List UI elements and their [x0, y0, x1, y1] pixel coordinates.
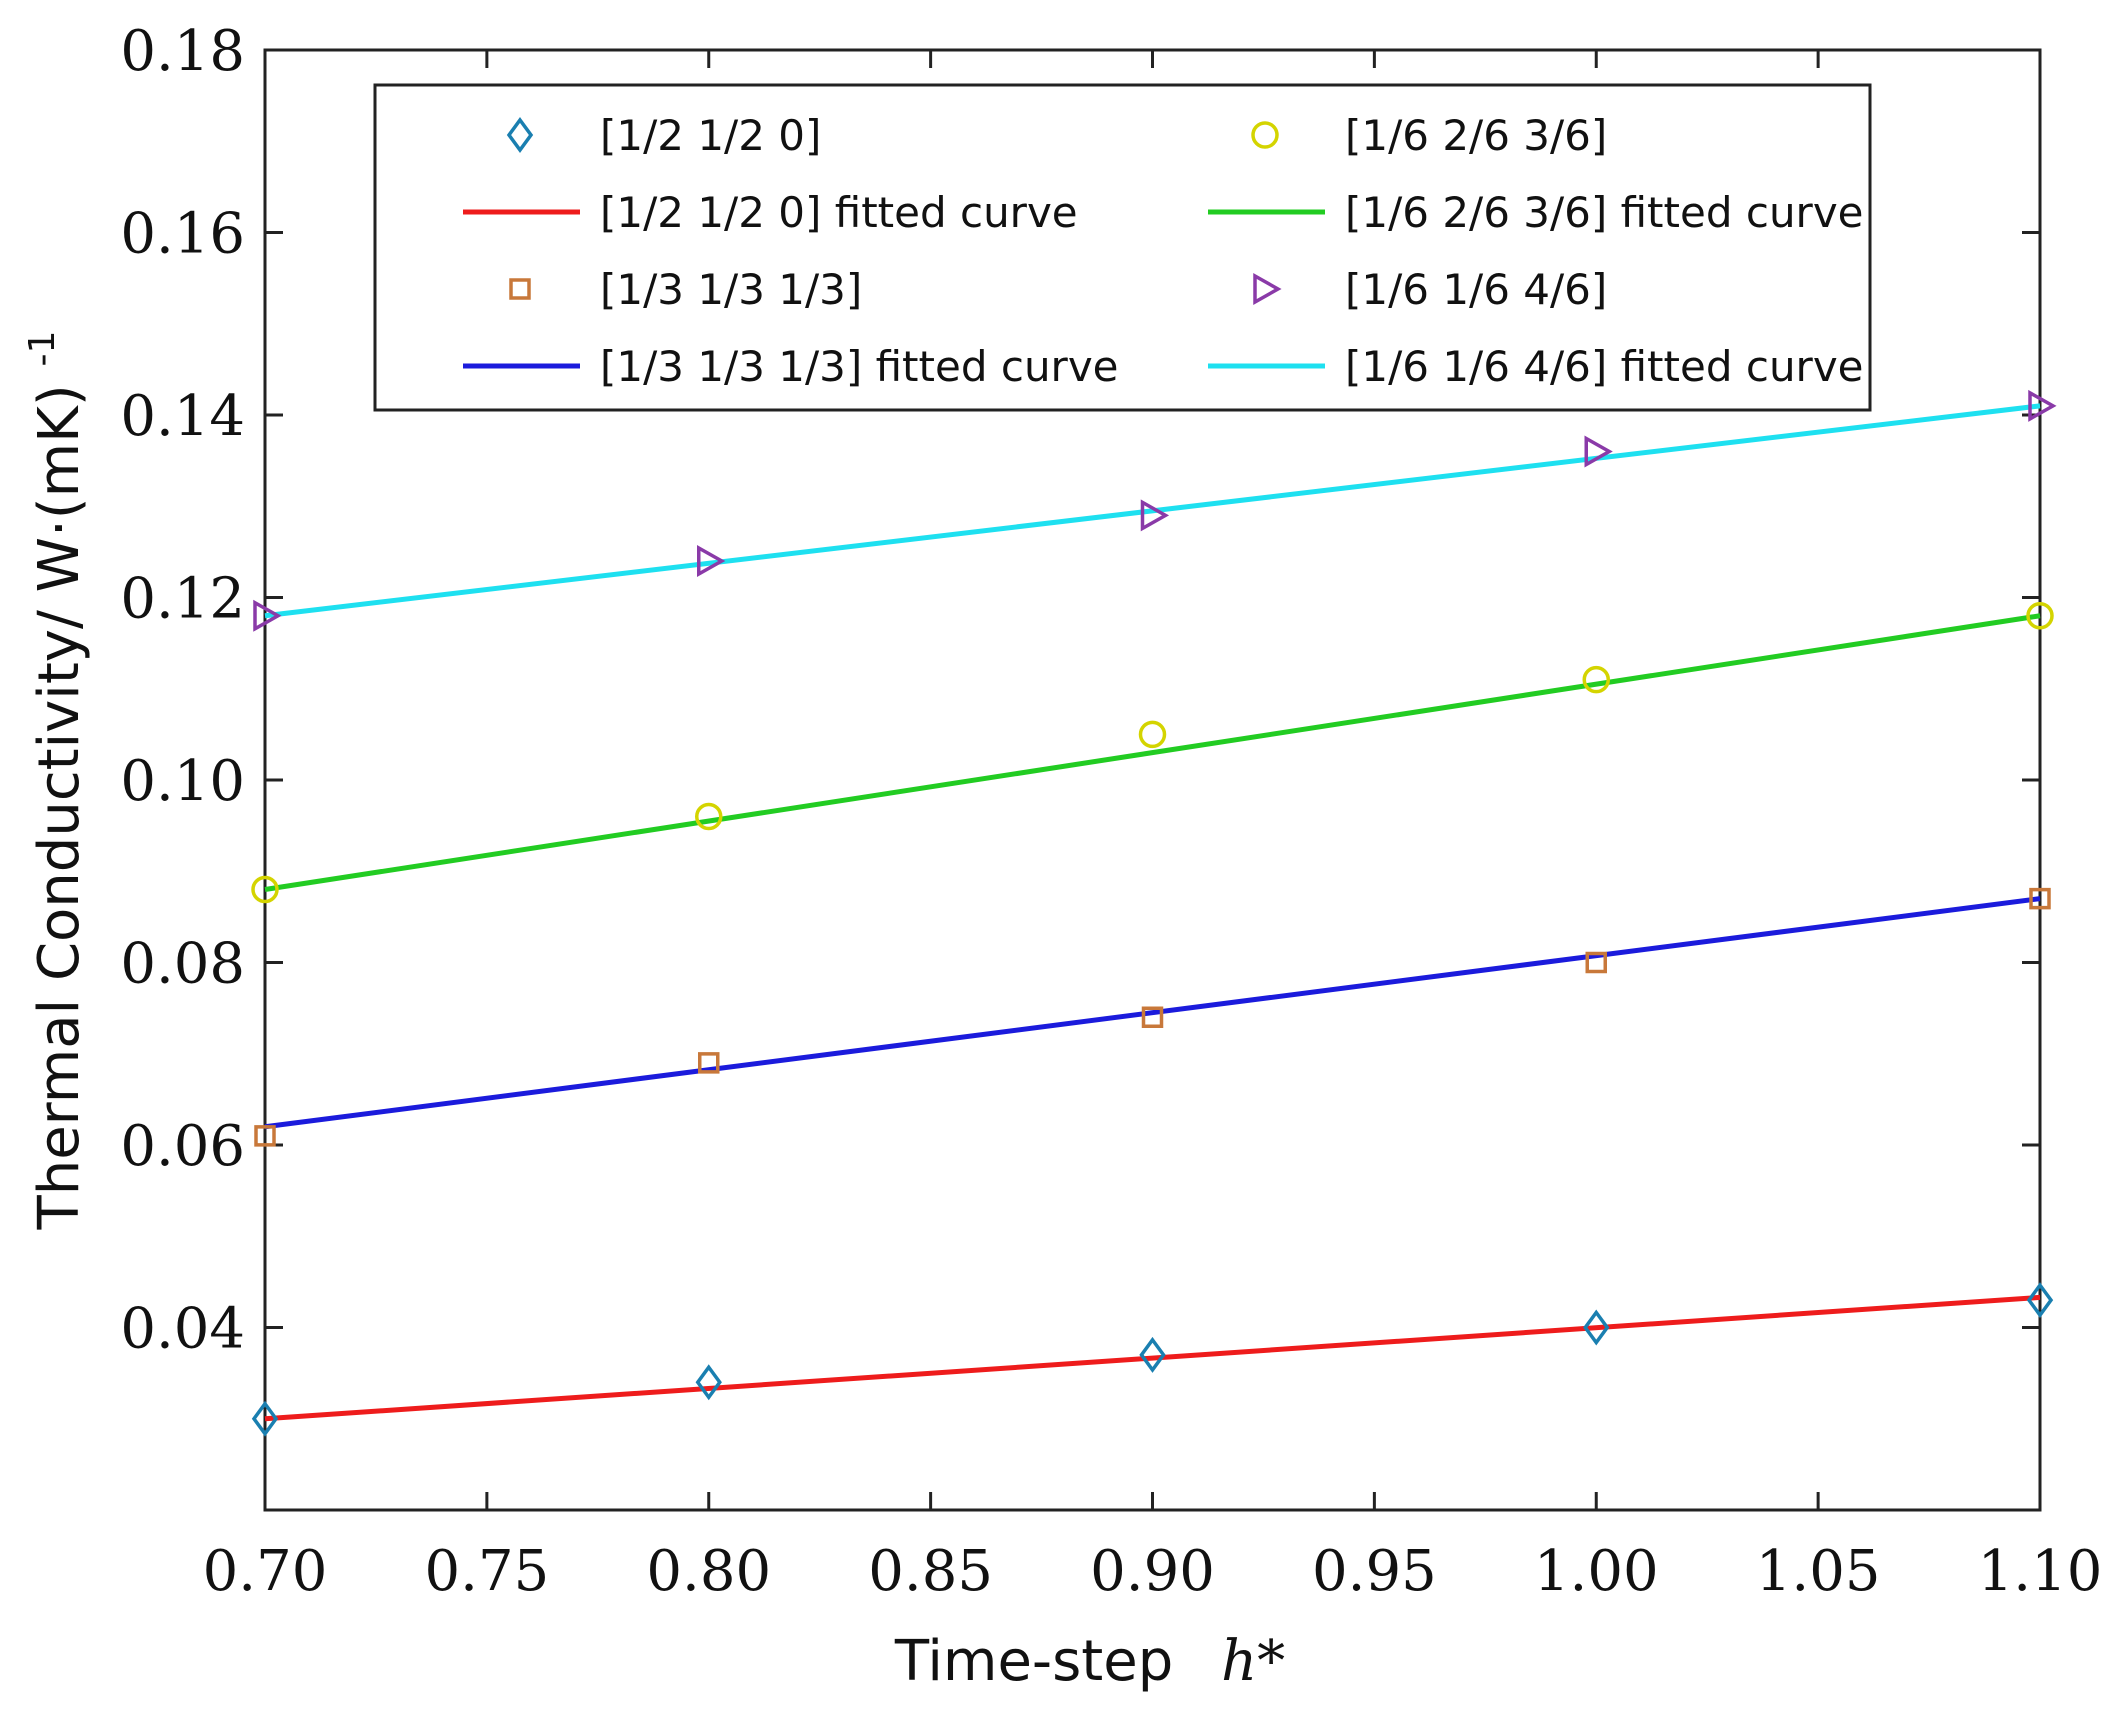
x-axis-label-symbol: h*	[1221, 1629, 1285, 1694]
fitted-curve-line	[264, 403, 2041, 619]
legend-marker	[1253, 273, 1282, 305]
x-tick-label: 0.95	[1312, 1539, 1437, 1604]
y-tick-label: 0.10	[120, 749, 245, 814]
data-point-marker	[253, 599, 282, 632]
data-point-marker	[1140, 499, 1170, 532]
y-tick-label: 0.04	[120, 1297, 245, 1362]
data-point-marker	[2028, 389, 2057, 422]
fitted-curve-line	[264, 896, 2041, 1130]
y-tick-label: 0.18	[120, 19, 245, 84]
data-point-marker	[698, 1052, 720, 1074]
y-tick-label: 0.16	[120, 202, 245, 267]
x-tick-label: 1.05	[1756, 1539, 1881, 1604]
x-tick-label: 1.00	[1534, 1539, 1659, 1604]
data-point-marker	[251, 875, 279, 904]
data-point-marker	[1582, 665, 1610, 694]
legend-label: [1/3 1/3 1/3]	[600, 265, 862, 314]
y-axis-label: Thermal Conductivity/ W·(mK) -1	[22, 331, 92, 1231]
x-tick-label: 1.10	[1978, 1539, 2103, 1604]
data-point-marker	[1584, 435, 1613, 468]
axes-area: 0.70 0.75 0.80 0.85 0.90 0.95 1.00 1.05 1.10 0.04…	[120, 19, 2102, 1604]
y-axis-label-superscript: -1	[22, 331, 63, 367]
legend-label: [1/2 1/2 0]	[600, 111, 821, 160]
y-tick-label: 0.08	[120, 932, 245, 997]
data-point-marker	[697, 545, 726, 577]
x-tick-label: 0.75	[425, 1539, 550, 1604]
y-tick-label: 0.14	[120, 384, 245, 449]
legend-marker	[509, 278, 531, 300]
legend: [1/2 1/2 0] [1/2 1/2 0] fitted curve [1/3 …	[373, 83, 1872, 412]
legend-label: [1/6 2/6 3/6] fitted curve	[1345, 188, 1864, 237]
x-tick-label: 0.85	[868, 1539, 993, 1604]
data-point-marker	[1583, 1309, 1610, 1346]
x-tick-label: 0.80	[646, 1539, 771, 1604]
series-group	[254, 887, 2051, 1147]
data-point-marker	[2026, 602, 2054, 630]
legend-label: [1/2 1/2 0] fitted curve	[600, 188, 1078, 237]
legend-label: [1/6 2/6 3/6]	[1345, 111, 1607, 160]
data-point-marker	[695, 1364, 722, 1401]
y-axis-label-text: Thermal Conductivity/ W·(mK)	[27, 384, 92, 1230]
data-point-marker	[1141, 1006, 1164, 1028]
data-point-marker	[2026, 1282, 2054, 1319]
y-tick-label: 0.06	[120, 1114, 245, 1179]
fitted-curve-line	[264, 1294, 2041, 1422]
series-group	[251, 1282, 2054, 1437]
data-point-marker	[1585, 951, 1607, 974]
data-point-marker	[1138, 720, 1167, 749]
legend-marker	[1251, 121, 1279, 149]
x-tick-label: 0.70	[203, 1539, 328, 1604]
x-tick-label: 0.90	[1090, 1539, 1215, 1604]
data-point-marker	[1139, 1336, 1166, 1373]
series-group	[253, 389, 2057, 632]
x-axis-label: Time-step h*	[894, 1629, 1285, 1694]
series-group	[251, 602, 2054, 904]
data-point-marker	[251, 1400, 279, 1437]
series-layer	[251, 389, 2057, 1437]
legend-label: [1/6 1/6 4/6]	[1345, 265, 1607, 314]
fitted-curve-line	[264, 613, 2041, 892]
legend-label: [1/6 1/6 4/6] fitted curve	[1345, 342, 1864, 391]
y-tick-label: 0.12	[120, 567, 245, 632]
legend-marker	[506, 117, 534, 153]
x-axis-label-text: Time-step	[894, 1629, 1173, 1694]
axis-labels: Time-step h* Thermal Conductivity/ W·(mK…	[22, 331, 1285, 1694]
legend-label: [1/3 1/3 1/3] fitted curve	[600, 342, 1119, 391]
data-point-marker	[2029, 887, 2051, 910]
legend-box	[373, 83, 1872, 412]
data-point-marker	[254, 1125, 276, 1147]
data-point-marker	[695, 802, 723, 831]
